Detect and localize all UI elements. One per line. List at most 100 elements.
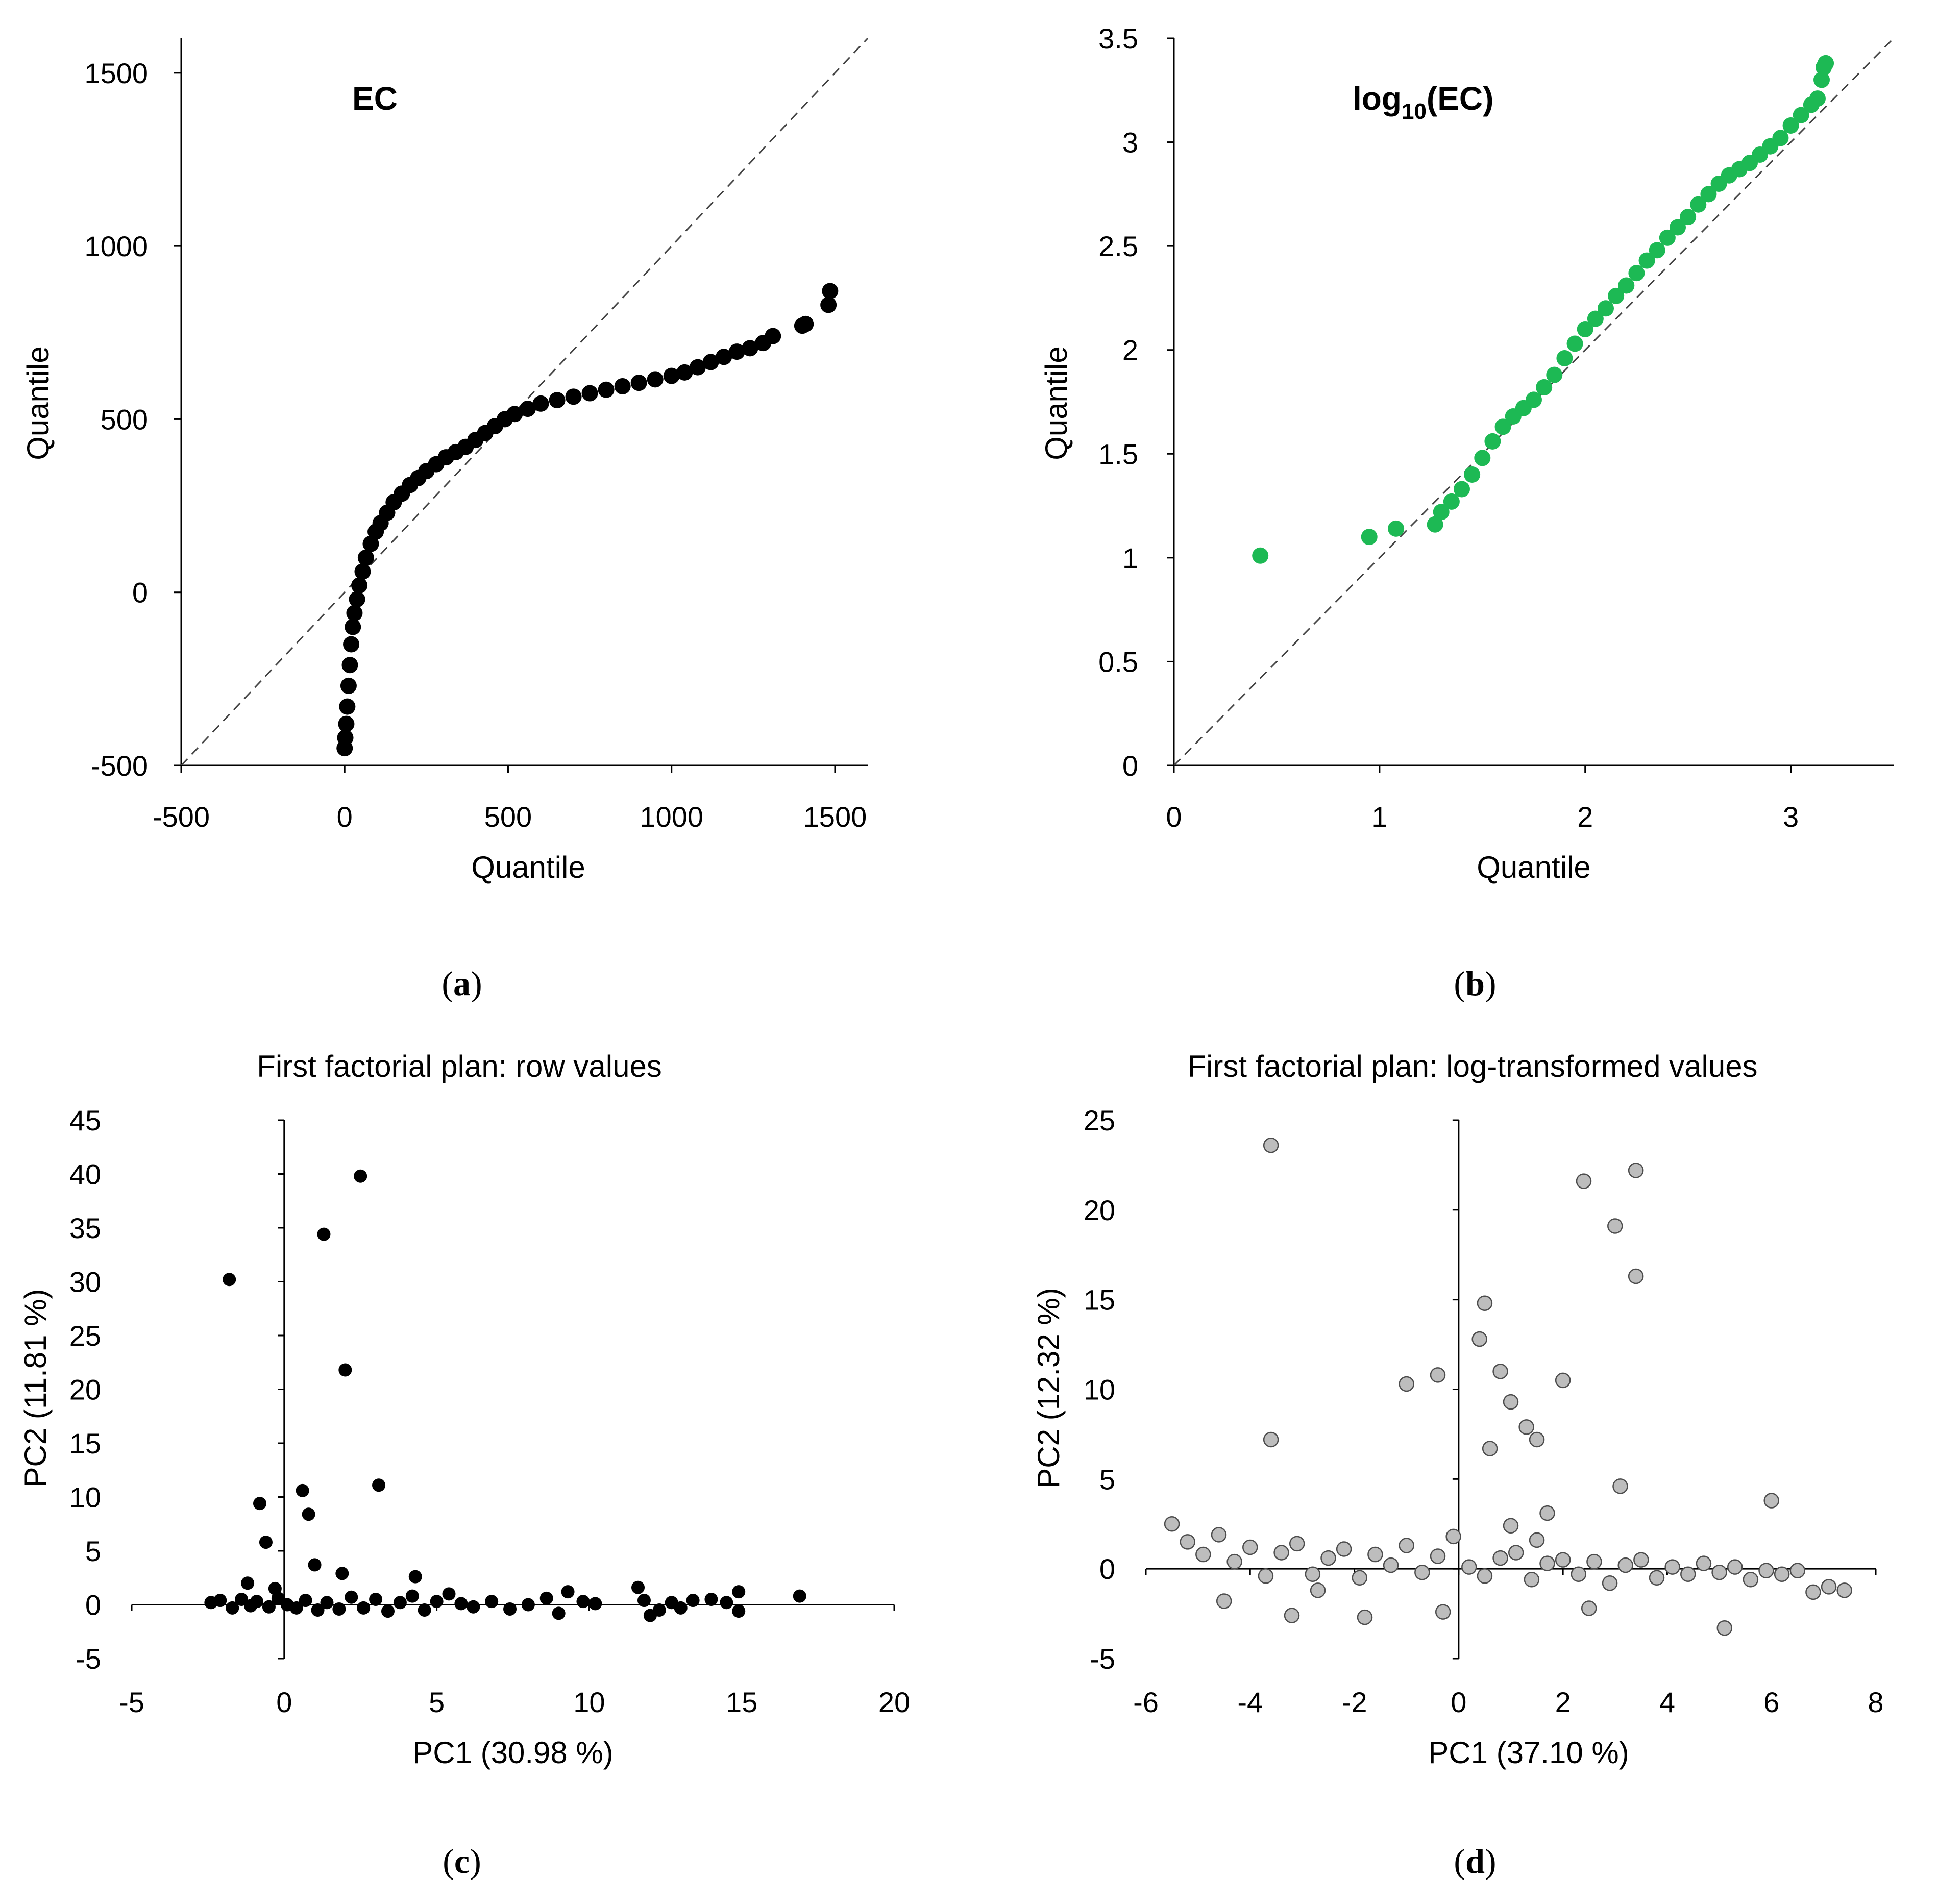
data-point [1649, 242, 1665, 259]
x-tick-label: 6 [1763, 1686, 1779, 1718]
data-point [1399, 1376, 1414, 1392]
data-point [521, 1598, 535, 1612]
data-point [532, 395, 549, 412]
data-point [1258, 1568, 1274, 1584]
data-point [408, 1570, 422, 1584]
data-point [1555, 1552, 1571, 1568]
y-tick-label: 10 [1084, 1374, 1115, 1406]
data-point [820, 296, 837, 313]
y-axis-title: Quantile [1039, 346, 1073, 460]
data-point [372, 1478, 386, 1492]
data-point [539, 1591, 553, 1605]
data-point [1289, 1536, 1305, 1552]
data-point [765, 328, 781, 344]
data-point [213, 1594, 227, 1608]
data-point [442, 1587, 456, 1601]
y-tick-label: 1.5 [1098, 438, 1138, 470]
data-point [311, 1603, 325, 1617]
data-point [320, 1596, 334, 1610]
y-tick-label: -5 [1090, 1643, 1115, 1675]
y-tick-label: 45 [69, 1104, 101, 1136]
data-point [1524, 1572, 1540, 1588]
data-point [1628, 1163, 1644, 1178]
data-point [637, 1594, 651, 1608]
data-point [581, 385, 598, 402]
data-point [341, 657, 358, 674]
data-point [1367, 1546, 1383, 1563]
data-point [337, 729, 354, 746]
data-point [630, 375, 647, 391]
data-point [503, 1602, 517, 1616]
data-point [369, 1592, 383, 1606]
data-point [1518, 1419, 1534, 1435]
data-point [1633, 1552, 1649, 1568]
data-point [1494, 418, 1511, 435]
data-point [742, 340, 758, 357]
data-point [1526, 391, 1542, 408]
x-tick-label: 1500 [803, 801, 867, 833]
data-point [1320, 1550, 1336, 1566]
x-tick-label: 4 [1659, 1686, 1675, 1718]
data-point [1608, 287, 1625, 304]
data-point [1577, 321, 1593, 337]
data-point [357, 1601, 371, 1615]
data-point [689, 359, 706, 376]
data-point [1813, 71, 1830, 88]
chart-title: First factorial plan: log-transformed va… [1187, 1049, 1757, 1083]
data-point [339, 698, 356, 715]
data-point [1696, 1555, 1712, 1571]
data-point [1727, 1559, 1743, 1575]
data-point [1789, 1563, 1806, 1578]
data-point [1482, 1441, 1498, 1456]
y-tick-label: 0 [1122, 750, 1138, 782]
y-tick-label: 5 [1099, 1463, 1115, 1495]
data-point [467, 1600, 480, 1614]
panel-label: (a) [441, 964, 482, 1003]
data-point [1598, 300, 1614, 317]
data-point [1430, 1367, 1446, 1383]
data-point [430, 1595, 444, 1609]
data-point [1445, 1528, 1461, 1545]
chart-panel-b: 0 1 2 3 0 0.5 1 1.5 2 2.5 3 3.5 Quantile Quantile log1… [1039, 22, 1895, 1003]
data-point [1471, 1331, 1487, 1347]
data-point [1670, 219, 1686, 236]
y-tick-label: 25 [1084, 1104, 1115, 1136]
y-tick-label: 2.5 [1098, 230, 1138, 262]
data-point [519, 401, 536, 417]
data-point [1388, 520, 1405, 537]
x-tick-label: 1 [1371, 801, 1387, 833]
data-point [1628, 265, 1645, 282]
x-tick-label: 0 [1451, 1686, 1466, 1718]
data-point [631, 1580, 645, 1594]
chart-panel-a: -500 0 500 1000 1500 -500 0 500 1000 1500 Quantile… [21, 37, 869, 1003]
chart-panel-c: -5 0 5 10 15 20 -5 0 5 10 15 20 25 30 35 40 45 PC1 (30.98… [18, 1049, 910, 1881]
data-point [296, 1483, 309, 1497]
data-point [1273, 1545, 1289, 1561]
data-point [1617, 1557, 1633, 1573]
data-point [1435, 1604, 1451, 1620]
data-point [716, 349, 732, 365]
data-point [1477, 1568, 1493, 1584]
data-point [663, 367, 680, 384]
x-tick-label: -2 [1342, 1686, 1367, 1718]
y-tick-label: 3 [1122, 127, 1138, 159]
y-tick-label: 20 [69, 1374, 101, 1406]
y-tick-label: 10 [69, 1481, 101, 1514]
data-point [335, 1567, 349, 1580]
data-point [226, 1601, 239, 1615]
data-point [1211, 1527, 1227, 1543]
data-point [354, 1169, 367, 1183]
data-point [1566, 335, 1583, 352]
data-point [302, 1507, 315, 1521]
data-point [1539, 1505, 1555, 1521]
data-point [1529, 1431, 1545, 1448]
data-point [1607, 1218, 1623, 1234]
panel-label: (b) [1454, 964, 1496, 1003]
data-point [1809, 90, 1826, 107]
y-tick-label: -5 [76, 1643, 101, 1675]
data-point [289, 1601, 303, 1615]
y-axis-title: PC2 (11.81 %) [18, 1289, 53, 1487]
data-point [338, 715, 355, 732]
x-tick-label: 2 [1555, 1686, 1571, 1718]
data-point [552, 1606, 566, 1620]
